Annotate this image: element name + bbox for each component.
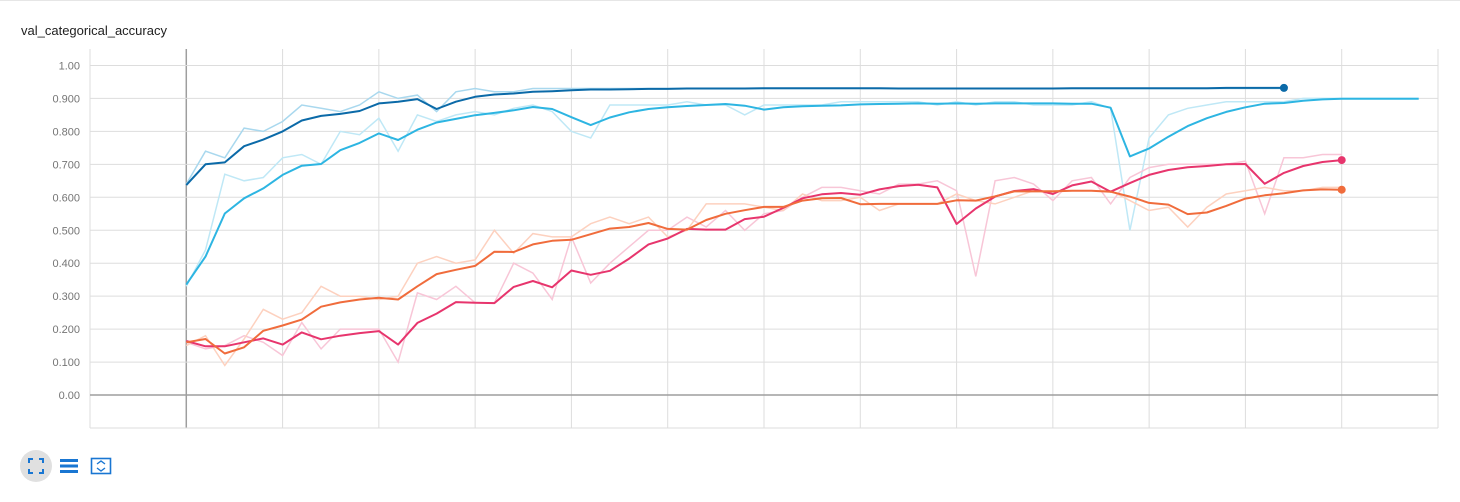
y-tick-label: 0.00 — [59, 390, 80, 402]
series-end-markers — [1279, 83, 1346, 194]
expand-icon — [28, 458, 44, 474]
y-tick-label: 0.900 — [52, 93, 80, 105]
y-tick-label: 0.100 — [52, 357, 80, 369]
fit-domain-button[interactable] — [85, 450, 117, 482]
series-end-marker-0[interactable] — [1279, 83, 1288, 92]
y-tick-label: 0.500 — [52, 225, 80, 237]
y-tick-label: 0.300 — [52, 291, 80, 303]
y-tick-label: 0.600 — [52, 192, 80, 204]
smoothed-series-line-2[interactable] — [186, 159, 1342, 348]
raw-series-line-0 — [185, 87, 1284, 185]
y-tick-label: 0.800 — [52, 126, 80, 138]
raw-series-line-1 — [185, 97, 1419, 287]
list-icon — [60, 459, 78, 473]
expand-button[interactable] — [20, 450, 52, 482]
toggle-log-scale-button[interactable] — [53, 450, 85, 482]
line-chart[interactable]: 0.00 0.100 0.200 0.300 0.400 0.500 0.600 0.700 0… — [0, 1, 1460, 441]
y-tick-label: 0.400 — [52, 258, 80, 270]
grid — [89, 49, 1439, 429]
smoothed-series-line-1[interactable] — [185, 97, 1419, 286]
series-end-marker-3[interactable] — [1337, 185, 1346, 194]
y-tick-label: 0.700 — [52, 159, 80, 171]
fit-domain-icon — [90, 457, 112, 475]
raw-series-line-2 — [186, 153, 1342, 365]
y-axis-ticks: 0.00 0.100 0.200 0.300 0.400 0.500 0.600 0.700 0… — [52, 60, 80, 402]
series-end-marker-2[interactable] — [1337, 156, 1346, 165]
smoothed-series-line-0[interactable] — [185, 86, 1284, 186]
smoothed-series-line-3[interactable] — [186, 188, 1342, 355]
chart-title: val_categorical_accuracy — [21, 23, 167, 38]
y-tick-label: 1.00 — [59, 60, 80, 72]
raw-series-lines — [185, 87, 1419, 367]
smoothed-series-lines — [185, 86, 1419, 355]
y-tick-label: 0.200 — [52, 324, 80, 336]
